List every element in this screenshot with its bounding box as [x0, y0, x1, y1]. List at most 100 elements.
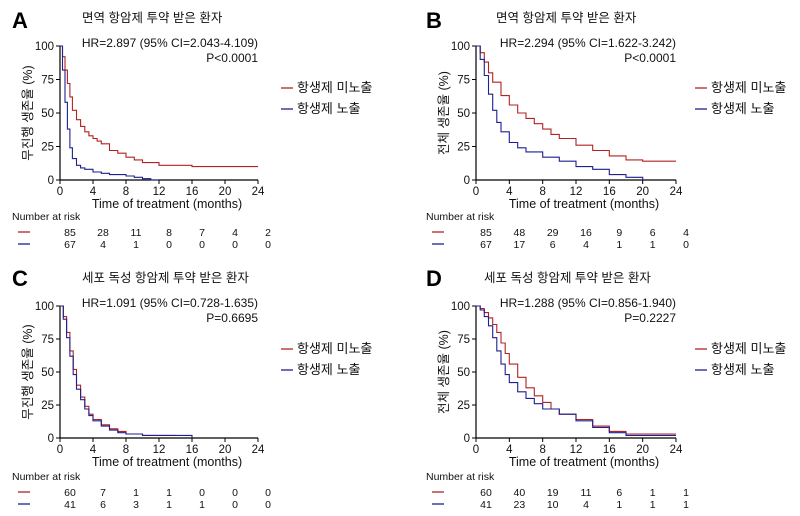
x-tick-label: 20 [219, 186, 232, 198]
risk-count-exposed: 0 [265, 499, 271, 511]
y-tick-label: 25 [457, 400, 470, 412]
risk-table-header: Number at risk [12, 211, 81, 223]
x-tick-label: 0 [57, 444, 63, 456]
y-tick-label: 100 [451, 301, 470, 313]
risk-count-exposed: 0 [199, 239, 205, 251]
risk-count-unexposed: 60 [480, 487, 492, 499]
panel-letter: D [426, 266, 442, 291]
risk-count-unexposed: 48 [513, 227, 525, 239]
risk-count-exposed: 1 [683, 499, 689, 511]
risk-count-unexposed: 16 [580, 227, 592, 239]
y-tick-label: 75 [41, 75, 54, 87]
x-tick-label: 4 [506, 186, 513, 198]
x-tick-label: 0 [473, 186, 479, 198]
x-tick-label: 8 [123, 444, 129, 456]
risk-count-unexposed: 11 [581, 487, 592, 499]
risk-count-unexposed: 11 [131, 227, 142, 239]
x-tick-label: 4 [90, 186, 97, 198]
y-tick-label: 0 [48, 175, 54, 187]
x-axis-label: Time of treatment (months) [92, 197, 242, 211]
risk-count-unexposed: 1 [133, 487, 139, 499]
x-axis-label: Time of treatment (months) [92, 455, 242, 469]
panel-letter: C [12, 266, 28, 291]
p-value: P=0.6695 [206, 311, 258, 325]
x-tick-label: 0 [57, 186, 63, 198]
risk-table-header: Number at risk [12, 471, 81, 483]
y-tick-label: 50 [457, 367, 470, 379]
survival-curve-exposed [476, 305, 676, 436]
y-axis-label: 무진행 생존율 (%) [20, 324, 35, 419]
panel-title: 면역 항암제 투약 받은 환자 [496, 10, 637, 25]
x-tick-label: 8 [539, 186, 545, 198]
risk-count-exposed: 6 [550, 239, 556, 251]
risk-count-unexposed: 4 [232, 227, 238, 239]
risk-count-unexposed: 0 [199, 487, 205, 499]
risk-count-exposed: 67 [64, 239, 76, 251]
risk-count-exposed: 0 [166, 239, 172, 251]
y-tick-label: 0 [464, 433, 470, 445]
risk-count-exposed: 1 [199, 499, 205, 511]
risk-count-unexposed: 6 [650, 227, 656, 239]
risk-count-unexposed: 6 [616, 487, 622, 499]
x-tick-label: 24 [252, 186, 265, 198]
risk-count-unexposed: 60 [64, 487, 76, 499]
y-tick-label: 25 [41, 142, 54, 154]
x-tick-label: 16 [603, 186, 616, 198]
survival-curve-exposed [476, 45, 644, 180]
hazard-ratio: HR=1.091 (95% CI=0.728-1.635) [82, 296, 258, 310]
panel-title: 면역 항암제 투약 받은 환자 [82, 10, 223, 25]
risk-count-exposed: 1 [650, 499, 656, 511]
y-tick-label: 100 [35, 301, 54, 313]
survival-curve-exposed [60, 45, 159, 181]
hazard-ratio: HR=2.294 (95% CI=1.622-3.242) [500, 36, 676, 50]
x-tick-label: 16 [603, 444, 616, 456]
x-tick-label: 4 [90, 444, 97, 456]
risk-count-exposed: 23 [513, 499, 525, 511]
y-tick-label: 100 [451, 41, 470, 53]
risk-table-header: Number at risk [426, 471, 495, 483]
x-tick-label: 20 [219, 444, 232, 456]
y-axis-label: 전체 생존율 (%) [437, 71, 451, 155]
x-tick-label: 12 [153, 186, 166, 198]
p-value: P<0.0001 [206, 51, 258, 65]
legend-label-exposed: 항생제 노출 [297, 101, 360, 116]
risk-count-unexposed: 28 [97, 227, 109, 239]
risk-count-exposed: 1 [166, 499, 172, 511]
panel-letter: A [12, 8, 28, 33]
risk-count-unexposed: 29 [547, 227, 559, 239]
risk-count-exposed: 6 [100, 499, 106, 511]
x-axis-label: Time of treatment (months) [509, 455, 659, 469]
survival-curve-exposed [60, 305, 193, 438]
risk-count-exposed: 67 [480, 239, 492, 251]
y-axis-label: 무진행 생존율 (%) [20, 65, 35, 160]
x-tick-label: 12 [570, 186, 583, 198]
risk-count-exposed: 41 [480, 499, 492, 511]
x-tick-label: 24 [252, 444, 265, 456]
legend-label-exposed: 항생제 노출 [711, 101, 774, 116]
panel-title: 세포 독성 항암제 투약 받은 환자 [484, 270, 651, 285]
y-tick-label: 100 [35, 41, 54, 53]
risk-count-exposed: 0 [265, 239, 271, 251]
panel-d: D 세포 독성 항암제 투약 받은 환자 HR=1.288 (95% CI=0.85… [426, 266, 786, 511]
risk-table-header: Number at risk [426, 211, 495, 223]
legend-label-exposed: 항생제 노출 [711, 362, 774, 377]
x-tick-label: 12 [570, 444, 583, 456]
risk-count-exposed: 4 [100, 239, 106, 251]
x-tick-label: 4 [506, 444, 513, 456]
y-tick-label: 50 [41, 367, 54, 379]
legend-label-exposed: 항생제 노출 [297, 362, 360, 377]
legend-label-unexposed: 항생제 미노출 [711, 80, 786, 95]
risk-count-exposed: 1 [616, 239, 622, 251]
p-value: P<0.0001 [624, 51, 676, 65]
legend-label-unexposed: 항생제 미노출 [711, 341, 786, 356]
risk-count-exposed: 1 [133, 239, 139, 251]
risk-count-unexposed: 0 [265, 487, 271, 499]
y-tick-label: 75 [457, 334, 470, 346]
risk-count-unexposed: 1 [166, 487, 172, 499]
x-tick-label: 8 [123, 186, 129, 198]
y-tick-label: 50 [41, 108, 54, 120]
y-tick-label: 75 [41, 334, 54, 346]
risk-count-unexposed: 7 [199, 227, 205, 239]
y-axis-label: 전체 생존율 (%) [437, 330, 451, 414]
x-tick-label: 0 [473, 444, 479, 456]
